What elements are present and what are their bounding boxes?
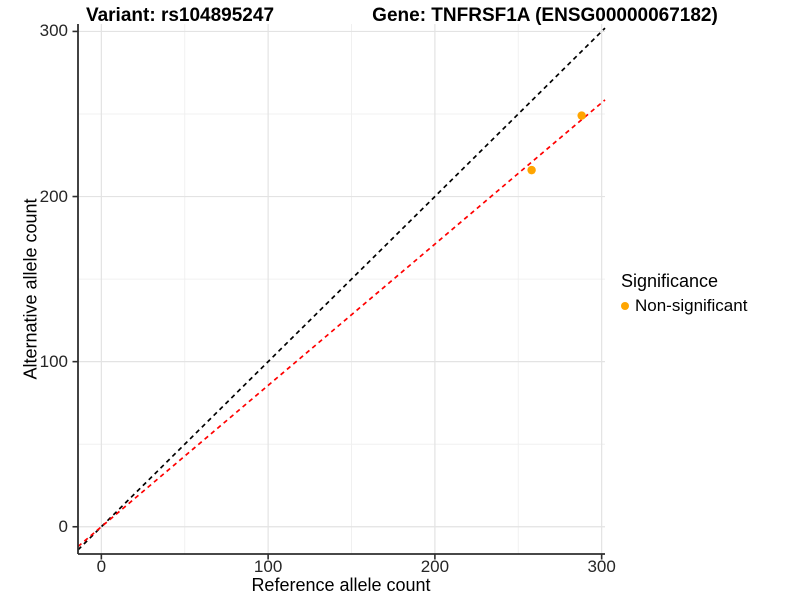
legend-item-non-significant: Non-significant — [621, 296, 747, 316]
y-tick-label: 0 — [58, 516, 68, 536]
y-tick-label: 100 — [39, 351, 68, 371]
y-tick-label: 200 — [39, 186, 68, 206]
x-axis-title: Reference allele count — [251, 575, 431, 595]
x-tick-label: 0 — [96, 557, 107, 576]
legend-item-label: Non-significant — [635, 296, 748, 315]
legend-title: Significance — [621, 271, 719, 291]
gene-title: Gene: TNFRSF1A (ENSG00000067182) — [372, 5, 718, 26]
x-tick-label: 300 — [587, 557, 616, 576]
data-point — [577, 111, 586, 120]
point-swatch-icon — [621, 302, 629, 310]
fit-line — [77, 99, 606, 548]
data-point — [527, 165, 536, 175]
variant-title: Variant: rs104895247 — [85, 5, 275, 26]
y-tick-label: 300 — [39, 21, 68, 41]
legend: Significance Non-significant — [621, 271, 747, 316]
x-tick-label: 100 — [253, 557, 283, 576]
identity-line — [77, 27, 606, 551]
x-tick-label: 200 — [420, 557, 450, 576]
